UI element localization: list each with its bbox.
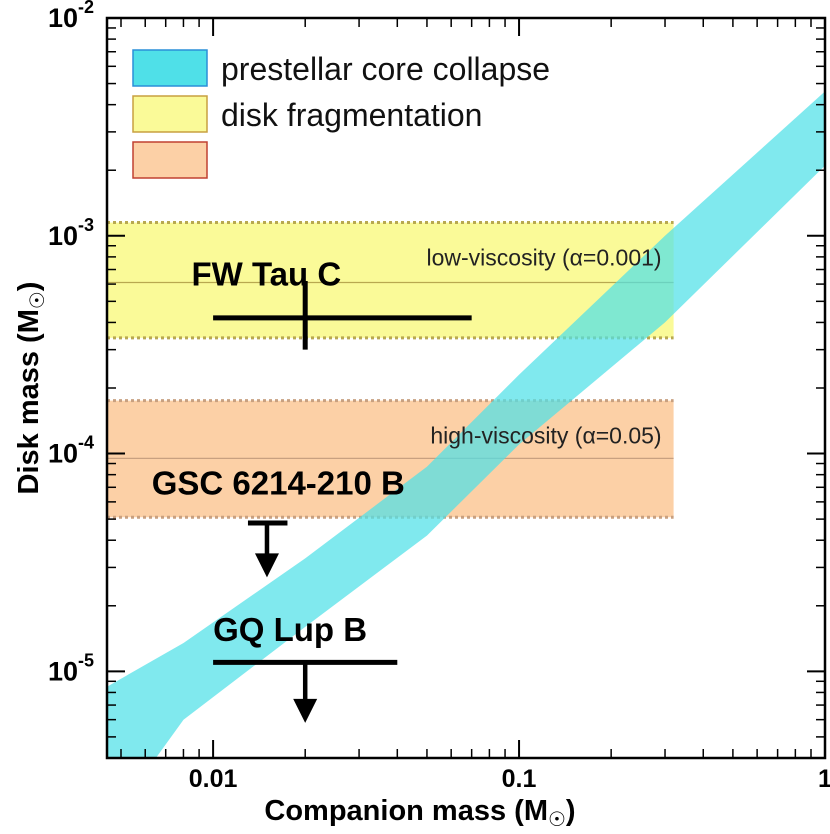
y-tick-label: 10-3	[48, 215, 94, 251]
sun-symbol: ☉	[548, 809, 566, 831]
gsc-6214-210-b-arrow-head	[254, 553, 279, 578]
gq-lup-b-arrow-head	[293, 698, 318, 723]
y-tick-label: 10-4	[48, 433, 94, 469]
high-viscosity-band-label: high-viscosity (α=0.05)	[430, 423, 661, 449]
sun-symbol: ☉	[27, 291, 49, 309]
gsc-6214-210-b-label: GSC 6214-210 B	[152, 464, 405, 501]
y-tick-label: 10-5	[48, 650, 94, 686]
legend-swatch-3	[132, 141, 208, 179]
fw-tau-c-label: FW Tau C	[192, 256, 342, 293]
legend-swatch-2	[132, 95, 208, 133]
y-tick-label: 10-2	[48, 0, 94, 33]
x-axis-label: Companion mass (M☉)	[264, 795, 575, 831]
x-tick-label: 1	[818, 765, 830, 793]
legend-label-1: prestellar core collapse	[221, 51, 550, 87]
x-tick-label: 0.1	[502, 765, 537, 793]
y-axis-label: Disk mass (M☉)	[13, 282, 49, 495]
legend-swatch-1	[132, 49, 208, 87]
legend-label-2: disk fragmentation	[221, 97, 482, 133]
collapse-band	[107, 91, 825, 758]
gq-lup-b-label: GQ Lup B	[213, 611, 367, 648]
low-viscosity-band-label: low-viscosity (α=0.001)	[427, 245, 662, 271]
x-tick-label: 0.01	[189, 765, 238, 793]
